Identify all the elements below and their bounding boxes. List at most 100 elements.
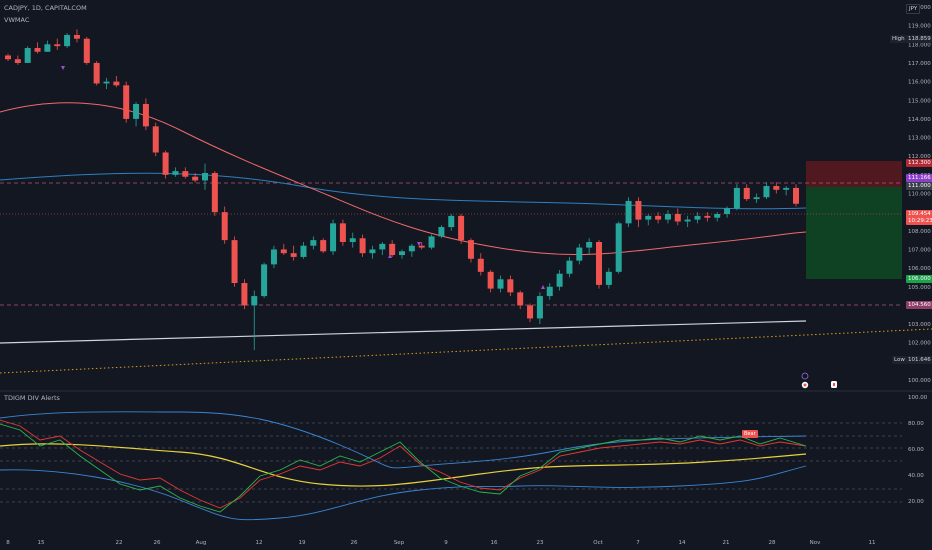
candle [379, 241, 386, 256]
candle [152, 122, 159, 157]
price-tick-label: 118.000 [908, 42, 931, 48]
time-tick-label: 21 [723, 540, 730, 546]
indicator-name-tdigm[interactable]: TDIGM DIV Alerts [4, 394, 60, 402]
high-value: 118.859 [906, 35, 932, 43]
price-tick-label: 106.000 [908, 266, 931, 272]
candle [694, 212, 701, 224]
candle [290, 245, 297, 261]
candle [615, 221, 622, 274]
candle [399, 249, 405, 259]
osc-green [0, 423, 807, 513]
indicator-tick-label: 20.00 [908, 499, 924, 505]
osc-blue-lower [0, 465, 807, 521]
candle [418, 241, 425, 250]
candle [724, 206, 731, 218]
candle [113, 76, 120, 88]
indicator-tick-label: 60.00 [908, 447, 924, 453]
support-value: 104.560 [906, 301, 932, 309]
candle [625, 197, 632, 228]
candle [310, 236, 317, 250]
indicator-tick-label: 80.00 [908, 421, 924, 427]
candle [655, 212, 662, 224]
price-tick-label: 100.000 [908, 378, 931, 384]
time-axis[interactable]: 8 15 22 26 Aug 12 19 26 Sep 9 16 23 Oct 7 14 21 28 Nov 11 [6, 540, 875, 546]
divergence-marker-icon [61, 66, 65, 70]
time-tick-label: 8 [6, 540, 10, 546]
moving-average-white [0, 320, 807, 344]
alert-marker-icon [801, 372, 809, 380]
candle [349, 232, 356, 248]
candle [369, 245, 376, 259]
candle [546, 283, 553, 300]
candle [172, 167, 179, 177]
osc-yellow [0, 443, 807, 487]
time-tick-label: 9 [444, 540, 448, 546]
price-tick-label: 102.000 [908, 341, 931, 347]
candle [576, 243, 583, 265]
candle [763, 182, 770, 200]
currency-label[interactable]: JPY [906, 4, 921, 14]
time-tick-label: 28 [769, 540, 776, 546]
candle [339, 219, 346, 246]
candle [44, 40, 51, 52]
candle [586, 238, 593, 256]
candle [24, 46, 31, 63]
candle [664, 210, 671, 224]
price-axis[interactable]: 120.000119.000118.000117.000116.000115.0… [908, 5, 931, 384]
candle [73, 29, 80, 43]
candle [566, 256, 573, 278]
candle [645, 214, 652, 226]
candle [261, 262, 268, 298]
price-tick-label: 119.000 [908, 24, 931, 30]
candles [5, 29, 799, 351]
time-tick-label: 15 [38, 540, 45, 546]
price-tick-label: 107.000 [908, 247, 931, 253]
candle [773, 182, 780, 194]
time-tick-label: 26 [154, 540, 161, 546]
candle [793, 184, 799, 207]
chart-markers [61, 66, 837, 389]
candle [93, 61, 100, 86]
countdown-value: 10:29:23 [906, 217, 932, 225]
price-tick-label: 113.000 [908, 136, 931, 142]
take-profit-zone [806, 187, 902, 279]
time-tick-label: 14 [679, 540, 686, 546]
candle [162, 150, 169, 179]
price-tick-label: 105.000 [908, 285, 931, 291]
candle [596, 240, 602, 289]
candle [133, 102, 140, 127]
candle [783, 186, 790, 196]
candle [536, 292, 543, 325]
price-tick-label: 115.000 [908, 98, 931, 104]
candle [330, 219, 337, 256]
time-tick-label: 26 [351, 540, 358, 546]
entry-value: 111.166 [906, 174, 932, 182]
target-value: 106.000 [906, 275, 932, 283]
indicator-name-vwmac[interactable]: VWMAC [4, 16, 30, 24]
candle [487, 269, 494, 293]
candle [359, 234, 366, 257]
indicator-axis[interactable]: 100.00 80.00 60.00 40.00 20.00 [908, 395, 928, 505]
price-tick-label: 110.000 [908, 192, 931, 198]
candle [507, 275, 514, 297]
time-tick-label: Oct [593, 540, 603, 546]
candle [211, 171, 218, 216]
candle [733, 184, 740, 211]
time-tick-label: 22 [116, 540, 123, 546]
candle [300, 241, 307, 259]
level-value: 111.000 [906, 182, 932, 190]
time-tick-label: 23 [537, 540, 544, 546]
time-tick-label: 11 [869, 540, 876, 546]
candle [270, 245, 277, 269]
candle [753, 193, 760, 203]
bear-signal-badge: Bear [742, 430, 758, 438]
price-tick-label: 112.000 [908, 154, 931, 160]
candle [5, 53, 11, 62]
candle [408, 243, 415, 257]
candle [497, 275, 504, 293]
low-label: Low [892, 356, 907, 364]
candle [54, 38, 61, 50]
symbol-title: CADJPY, 1D, CAPITALCOM [4, 4, 87, 12]
time-tick-label: 19 [299, 540, 306, 546]
